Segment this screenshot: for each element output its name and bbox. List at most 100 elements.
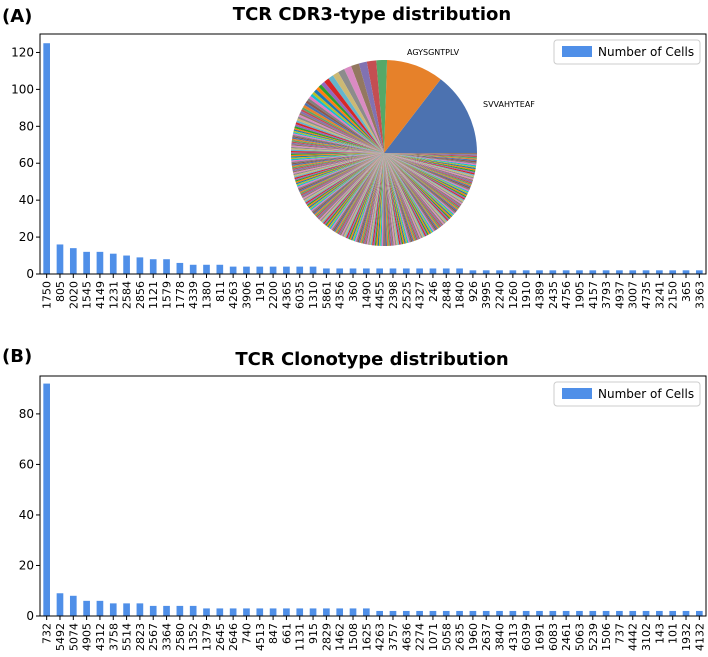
pie-slice	[384, 153, 460, 209]
pie-slice	[344, 66, 384, 153]
bar-4327	[416, 268, 423, 274]
x-tick-label: 1462	[334, 623, 347, 651]
bar-3995	[482, 270, 490, 274]
pie-slice	[300, 153, 384, 196]
pie-slice	[291, 153, 384, 156]
x-tick-label: 2823	[134, 623, 147, 651]
bar-740	[243, 608, 250, 616]
pie-slice	[322, 153, 384, 224]
bar-4735	[642, 270, 650, 274]
pie-slice	[321, 81, 384, 153]
pie-slice	[384, 153, 445, 225]
panel-b-title: TCR Clonotype distribution	[235, 349, 508, 370]
panel-a-legend: Number of Cells	[553, 39, 701, 65]
bar-4313	[509, 610, 517, 616]
pie-slice	[328, 75, 384, 153]
bar-847	[269, 608, 277, 616]
pie-slice	[384, 153, 441, 228]
bar-365	[682, 270, 690, 274]
pie-slice	[303, 153, 384, 201]
x-tick-label: 1379	[201, 623, 214, 651]
bar-1545	[83, 251, 90, 274]
x-tick-label: 3906	[240, 281, 253, 309]
x-tick-label: 4149	[94, 281, 107, 309]
pie-slice	[292, 153, 384, 169]
pie-slice	[384, 153, 386, 246]
bar-360	[349, 268, 357, 274]
x-tick-label: 3364	[161, 623, 174, 651]
bar-3364	[163, 605, 170, 616]
pie-slice	[292, 137, 384, 153]
x-tick-label: 4263	[374, 623, 387, 651]
pie-slice	[342, 153, 384, 237]
panel-b-plot-frame	[39, 375, 707, 617]
pie-slice	[358, 153, 384, 243]
panel-a-label: (A)	[2, 6, 32, 27]
pie-slice	[369, 153, 384, 246]
pie-slice	[306, 153, 384, 207]
x-tick-label: 1625	[360, 623, 373, 651]
pie-slice	[384, 153, 475, 178]
pie-slice	[313, 153, 384, 215]
pie-slice	[328, 153, 384, 229]
x-tick-label: 5063	[573, 623, 586, 651]
bar-5861	[323, 268, 330, 274]
pie-slice	[384, 153, 446, 224]
pie-slice	[302, 105, 384, 153]
pie-slice	[384, 153, 454, 217]
pie-slice	[343, 153, 384, 238]
pie-slice	[357, 153, 384, 243]
pie-slice	[384, 153, 477, 155]
x-tick-label: 1231	[107, 281, 120, 309]
pie-slice	[384, 153, 426, 238]
pie-slice	[384, 153, 450, 221]
pie-slice	[351, 63, 384, 154]
x-tick-label: 2150	[667, 281, 680, 309]
panel-b-label: (B)	[2, 346, 32, 367]
y-tick-label: 120	[11, 45, 34, 59]
pie-slice	[292, 133, 384, 153]
pie-slice	[351, 153, 384, 241]
x-tick-label: 2525	[400, 281, 413, 309]
x-tick-label: 4455	[374, 281, 387, 309]
bar-4756	[562, 270, 570, 274]
bar-5514	[123, 603, 130, 616]
bar-3241	[656, 270, 663, 274]
pie-slice	[384, 153, 471, 189]
x-tick-label: 2200	[267, 281, 280, 309]
x-tick-label: 915	[307, 623, 320, 644]
pie-slice	[384, 153, 423, 239]
pie-slice	[373, 153, 384, 246]
bar-3906	[243, 266, 250, 274]
x-tick-label: 1579	[161, 281, 174, 309]
pie-slice	[330, 153, 384, 230]
pie-slice	[384, 153, 453, 218]
panel-a-inset-pie	[290, 59, 477, 246]
bar-6083	[549, 610, 557, 616]
pie-slice	[294, 126, 384, 153]
pie-slice	[311, 153, 384, 213]
panel-a-bars	[43, 43, 703, 274]
bar-1910	[522, 270, 530, 274]
x-tick-label: 3793	[600, 281, 613, 309]
bar-1579	[163, 259, 170, 274]
pie-slice	[293, 153, 384, 177]
pie-slice	[302, 153, 384, 200]
pie-slice	[384, 153, 428, 236]
pie-slice	[300, 153, 384, 195]
pie-slice	[384, 153, 474, 182]
pie-slice	[384, 153, 452, 219]
pie-slice	[384, 153, 467, 198]
x-tick-label: 2461	[560, 623, 573, 651]
pie-slice	[384, 153, 417, 241]
bar-4132	[696, 610, 703, 616]
panel-b-legend-swatch	[562, 388, 592, 399]
x-tick-label: 4132	[693, 623, 706, 651]
pie-slice	[291, 153, 384, 164]
pie-slice	[372, 153, 384, 246]
x-tick-label: 2848	[440, 281, 453, 309]
pie-slice	[384, 153, 460, 208]
y-tick-label: 100	[11, 82, 34, 96]
pie-slice	[384, 153, 430, 235]
pie-slice	[381, 153, 384, 246]
